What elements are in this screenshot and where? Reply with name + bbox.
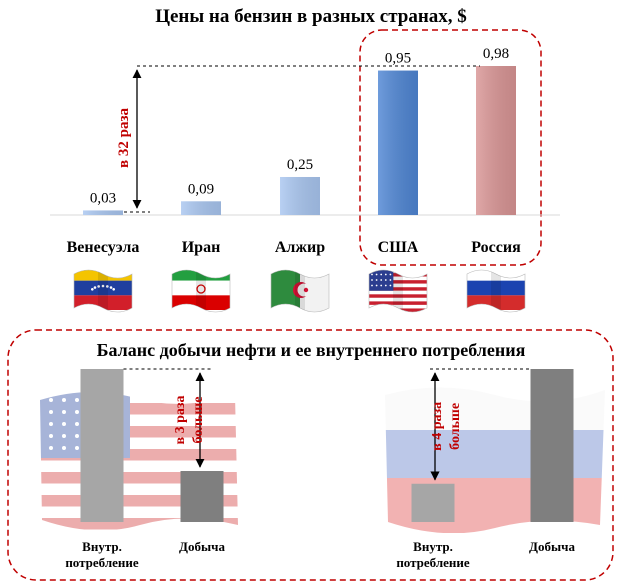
venezuela-flag-icon xyxy=(73,269,133,313)
balance-ratio-annotation-2-2: больше xyxy=(448,403,463,450)
balance-bar-1-2 xyxy=(180,471,224,522)
balance-ratio-annotation-2-1: в 4 раза xyxy=(430,402,445,451)
chart-title-prices: Цены на бензин в разных странах, $ xyxy=(155,6,467,27)
russia-flag-icon xyxy=(466,269,526,313)
balance-category-label-1-1-2: потребление xyxy=(65,555,139,570)
price-value-labels: 0,03 0,09 0,25 0,95 0,98 xyxy=(90,46,509,206)
country-label-5: Россия xyxy=(471,239,521,256)
country-label-3: Алжир xyxy=(275,239,325,256)
balance-bar-2-1 xyxy=(411,483,455,522)
balance-section-frame xyxy=(7,329,614,581)
balance-bar-2-2 xyxy=(530,369,574,522)
price-bar-shade-5 xyxy=(476,66,516,215)
balance-category-label-2-1-1: Внутр. xyxy=(413,539,453,554)
country-label-2: Иран xyxy=(182,239,221,256)
country-label-1: Венесуэла xyxy=(67,239,140,256)
usa-flag-icon xyxy=(368,269,428,313)
country-flags xyxy=(73,269,526,313)
balance-category-label-2-1-2: потребление xyxy=(396,555,470,570)
price-bar-shade-2 xyxy=(181,201,221,215)
balance-bar-1-1 xyxy=(80,369,124,522)
balance-category-label-1-2-1: Добыча xyxy=(179,539,225,554)
price-bars xyxy=(83,66,516,216)
price-value-label-1: 0,03 xyxy=(90,190,116,206)
price-value-label-2: 0,09 xyxy=(188,181,214,197)
balance-ratio-annotation-1-2: больше xyxy=(191,397,206,444)
balance-panel-1: Внутр.потребление Добыча в 3 раза больше xyxy=(65,368,225,570)
balance-ratio-annotation-1-1: в 3 раза xyxy=(173,396,188,445)
ratio-annotation-32x: в 32 раза xyxy=(116,108,132,168)
price-value-label-4: 0,95 xyxy=(385,51,411,67)
country-label-4: США xyxy=(378,239,419,256)
usa-background-flag-icon xyxy=(40,391,238,530)
algeria-flag-icon xyxy=(270,269,330,313)
country-labels: Венесуэла Иран Алжир США Россия xyxy=(67,239,521,256)
price-value-label-5: 0,98 xyxy=(483,46,509,62)
price-value-label-3: 0,25 xyxy=(287,157,313,173)
chart-title-balance: Баланс добычи нефти и ее внутреннего пот… xyxy=(97,340,526,360)
highlight-box-usa-russia xyxy=(359,29,542,266)
price-bar-shade-1 xyxy=(83,210,123,215)
price-bar-shade-3 xyxy=(280,176,320,215)
balance-category-label-1-1-1: Внутр. xyxy=(82,539,122,554)
balance-panel-2: Внутр.потребление Добыча в 4 раза больше xyxy=(396,368,575,570)
price-bar-shade-4 xyxy=(378,70,418,216)
iran-flag-icon xyxy=(171,269,231,313)
balance-category-label-2-2-1: Добыча xyxy=(529,539,575,554)
